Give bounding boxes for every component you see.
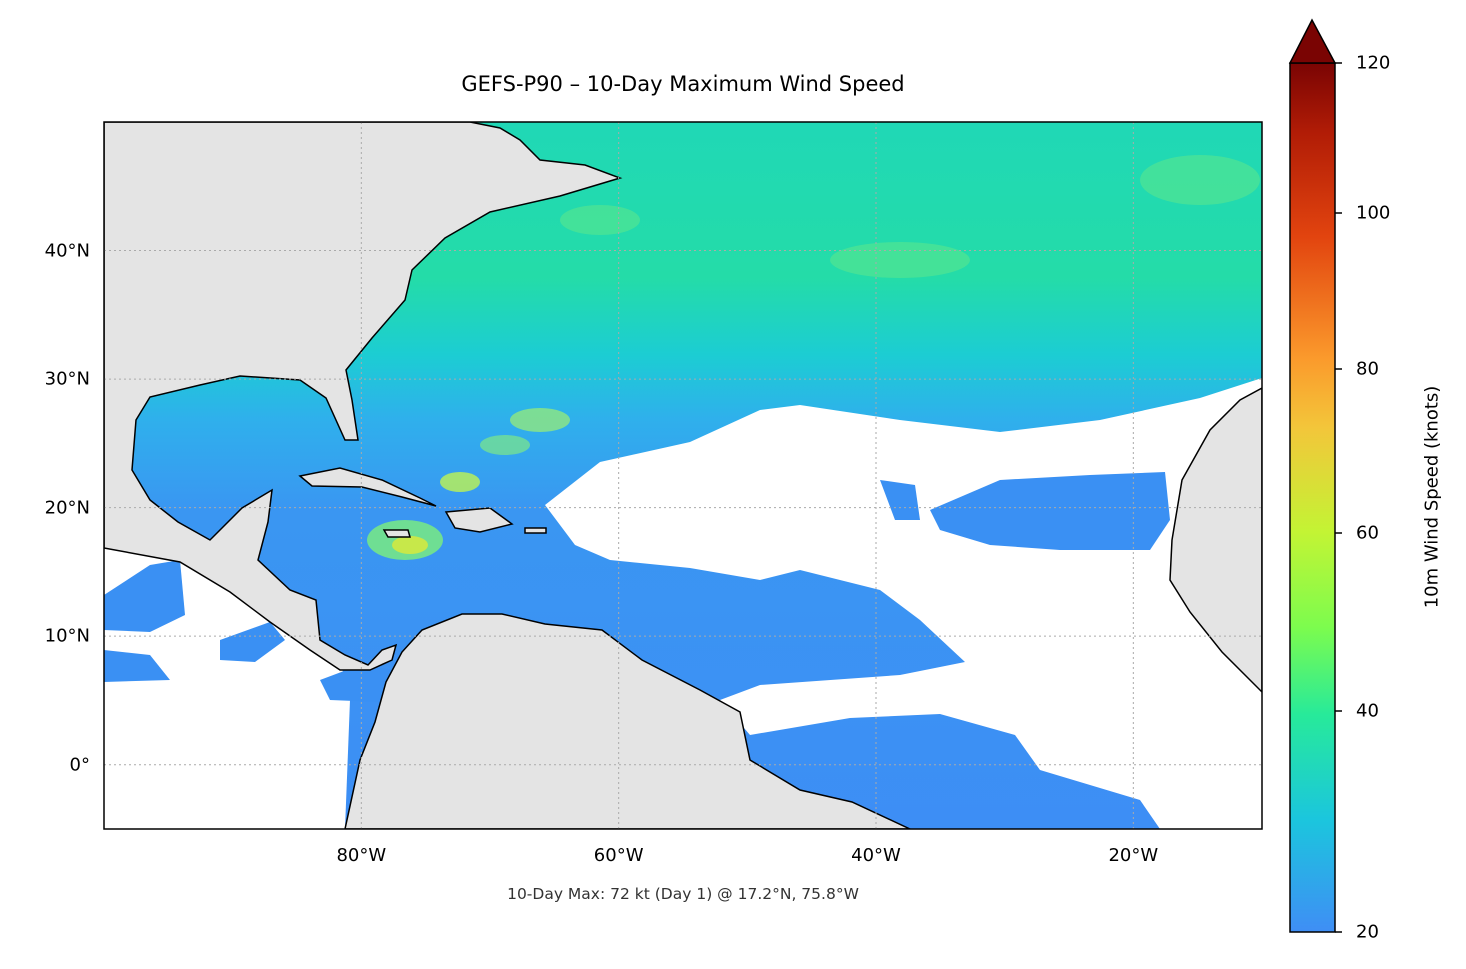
north-america bbox=[104, 122, 623, 671]
lat-tick-label: 10°N bbox=[44, 625, 90, 647]
lon-tick-label: 60°W bbox=[593, 845, 644, 866]
lat-tick-label: 0° bbox=[69, 754, 90, 776]
lat-tick-label: 30°N bbox=[44, 368, 90, 390]
jamaica bbox=[382, 529, 411, 538]
colorbar-fill bbox=[1289, 62, 1336, 933]
colorbar-tick-label: 60 bbox=[1356, 522, 1379, 544]
colorbar-tick-label: 20 bbox=[1356, 921, 1379, 943]
lon-tick-label: 20°W bbox=[1108, 845, 1159, 866]
colorbar bbox=[1288, 18, 1342, 933]
land bbox=[104, 122, 1262, 829]
chart-title: GEFS-P90 – 10-Day Maximum Wind Speed bbox=[461, 72, 905, 96]
puerto-rico bbox=[524, 527, 547, 534]
colorbar-extend-arrow bbox=[1288, 18, 1337, 64]
hispaniola bbox=[444, 507, 514, 533]
lat-tick-label: 20°N bbox=[44, 497, 90, 519]
colorbar-tick-label: 120 bbox=[1356, 52, 1391, 74]
wind-blobs bbox=[104, 472, 1170, 702]
gridlines bbox=[104, 122, 1262, 829]
south-america bbox=[344, 613, 911, 829]
plot-frame bbox=[103, 121, 1263, 830]
lon-tick-label: 80°W bbox=[336, 845, 387, 866]
colorbar-tick-label: 40 bbox=[1356, 700, 1379, 722]
africa bbox=[1169, 387, 1262, 694]
colorbar-tick-label: 80 bbox=[1356, 358, 1379, 380]
max-annotation: 10-Day Max: 72 kt (Day 1) @ 17.2°N, 75.8… bbox=[507, 885, 859, 903]
lat-tick-label: 40°N bbox=[44, 240, 90, 262]
colorbar-label: 10m Wind Speed (knots) bbox=[1421, 385, 1443, 609]
cuba bbox=[298, 467, 437, 507]
colorbar-tick-label: 100 bbox=[1356, 202, 1391, 224]
lon-tick-label: 40°W bbox=[851, 845, 901, 866]
